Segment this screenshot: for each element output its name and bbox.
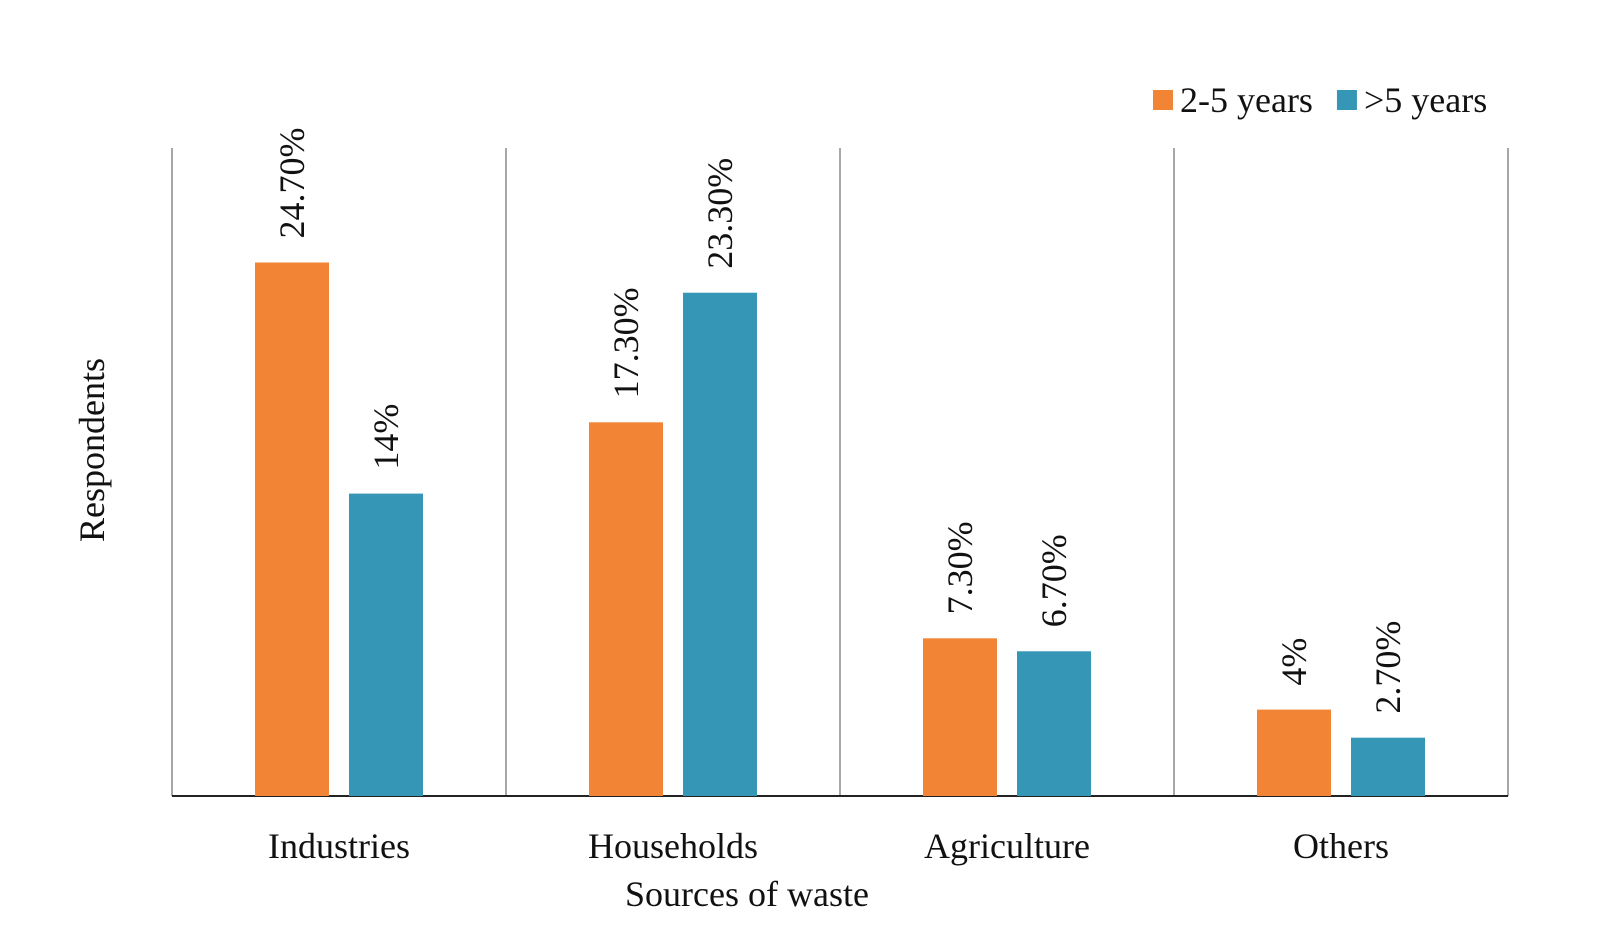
legend-swatch [1153, 90, 1173, 110]
bar-others-5-years [1351, 737, 1425, 796]
y-axis-label: Respondents [72, 358, 112, 542]
legend-label: >5 years [1364, 80, 1487, 120]
data-label: 24.70% [272, 127, 312, 238]
data-label: 14% [366, 404, 406, 470]
data-label: 7.30% [940, 521, 980, 614]
data-label: 4% [1274, 638, 1314, 686]
x-tick-label: Industries [268, 826, 410, 866]
x-tick-label: Agriculture [924, 826, 1090, 866]
bar-households-2-5-years [589, 422, 663, 796]
data-label: 2.70% [1368, 621, 1408, 714]
x-tick-label: Households [588, 826, 758, 866]
bar-agriculture-2-5-years [923, 638, 997, 796]
data-label: 17.30% [606, 287, 646, 398]
data-label: 6.70% [1034, 534, 1074, 627]
legend: 2-5 years >5 years [1153, 80, 1487, 120]
data-label: 23.30% [700, 158, 740, 269]
bar-industries-2-5-years [255, 262, 329, 797]
bar-households-5-years [683, 292, 757, 796]
bar-others-2-5-years [1257, 709, 1331, 796]
x-axis-label: Sources of waste [625, 874, 869, 914]
bar-industries-5-years [349, 493, 423, 796]
x-tick-label: Others [1293, 826, 1389, 866]
legend-label: 2-5 years [1180, 80, 1313, 120]
bar-agriculture-5-years [1017, 651, 1091, 796]
legend-swatch [1336, 90, 1357, 110]
plot-area: 24.70% 14% Industries 17.30% 23.30% Household… [171, 127, 1509, 866]
